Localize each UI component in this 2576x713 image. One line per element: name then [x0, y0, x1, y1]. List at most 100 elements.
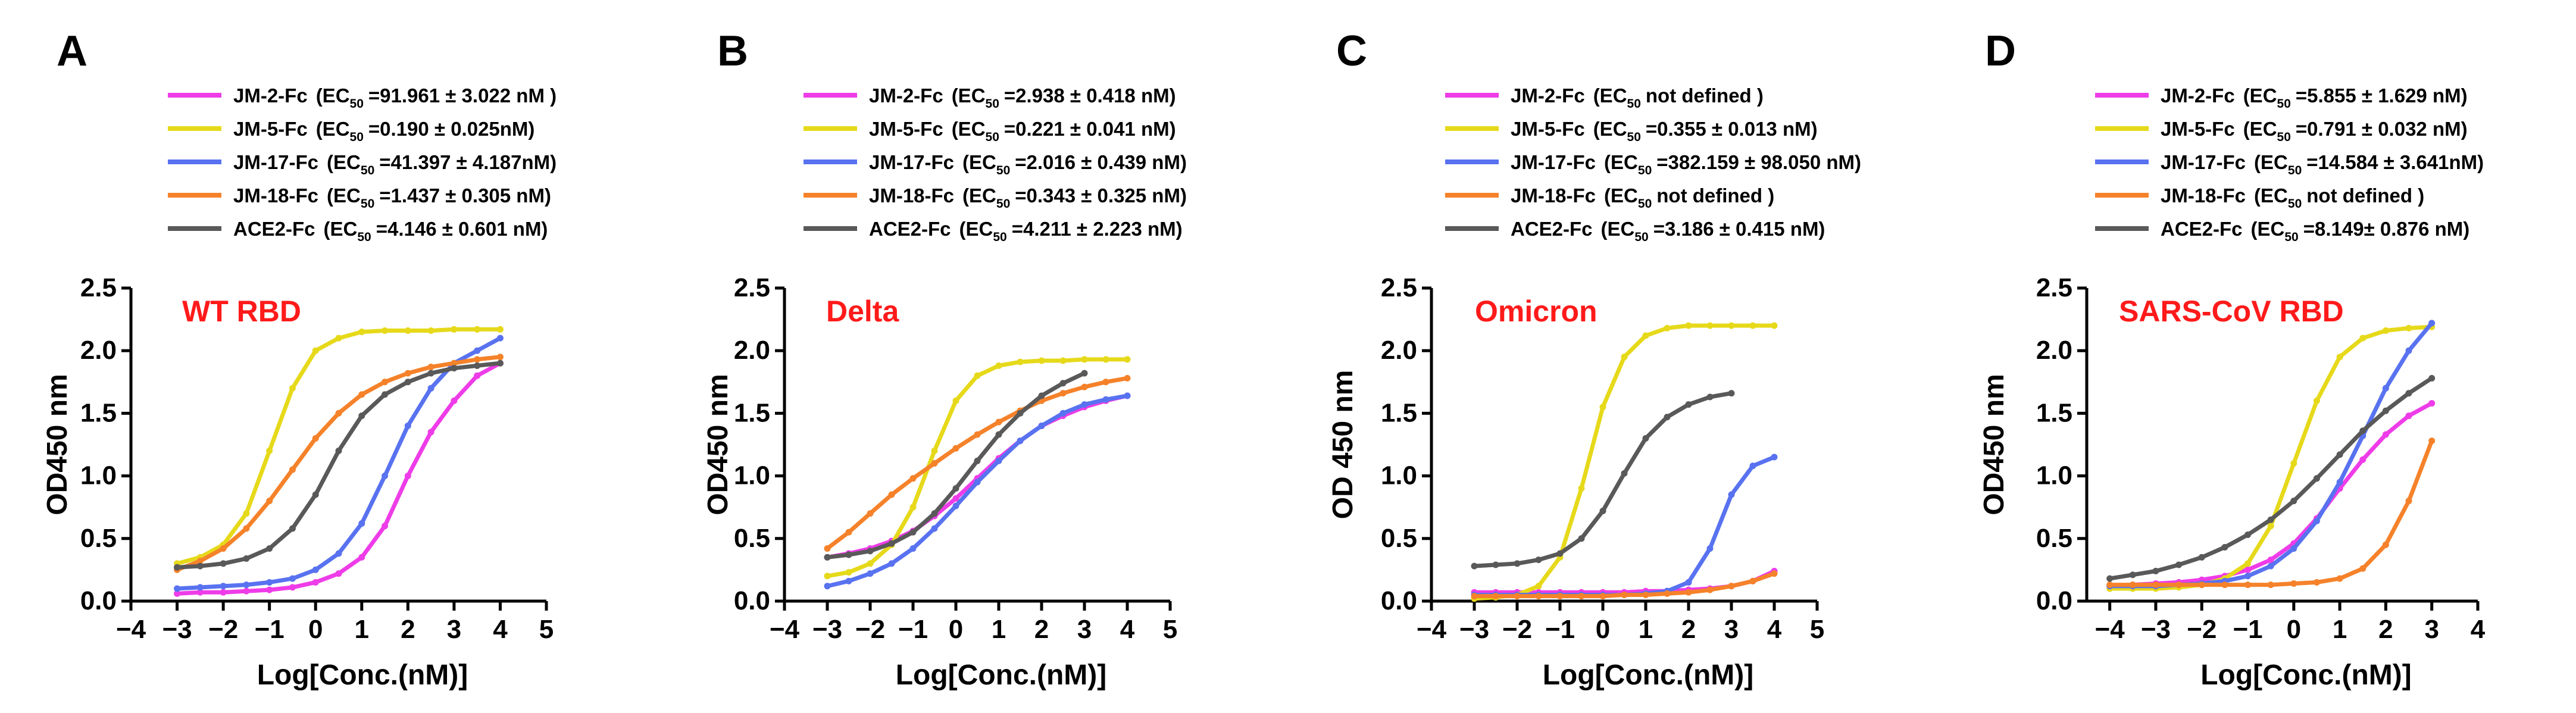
legend-ec-value: not defined ) [2306, 184, 2424, 207]
data-point-ACE2-Fc [2428, 374, 2436, 381]
legend-ec-value: =4.146 ± 0.601 nM) [376, 218, 548, 240]
x-tick-label: −3 [2141, 615, 2171, 644]
data-point-JM-2-Fc [196, 589, 204, 596]
data-point-JM-2-Fc [2244, 566, 2252, 573]
legend-ec-subscript: 50 [986, 97, 999, 111]
legend-label: JM-17-Fc (EC50 =2.016 ± 0.439 nM) [869, 151, 1187, 177]
legend-label: JM-2-Fc (EC50 =2.938 ± 0.418 nM) [869, 85, 1176, 111]
y-axis-label: OD450 nm [702, 374, 734, 515]
data-point-ACE2-Fc [474, 362, 481, 369]
panel-letter: A [57, 27, 87, 75]
data-point-JM-5-Fc [1578, 485, 1585, 492]
data-point-JM-18-Fc [909, 475, 917, 482]
x-tick-label: −4 [116, 615, 146, 644]
legend-series-name: JM-18-Fc [233, 184, 318, 207]
legend-label: JM-5-Fc (EC50 =0.791 ± 0.032 nM) [2161, 118, 2468, 144]
legend-label: JM-17-Fc (EC50 =41.397 ± 4.187nM) [233, 151, 557, 177]
legend-ec-prefix: (EC [2254, 151, 2288, 173]
data-point-JM-17-Fc [220, 583, 227, 590]
legend-ec-subscript: 50 [993, 230, 1006, 244]
y-axis-label: OD450 nm [42, 374, 73, 515]
y-tick-label: 2.5 [80, 273, 117, 302]
legend-ec-prefix: (EC [316, 85, 350, 107]
legend-label: JM-2-Fc (EC50 =5.855 ± 1.629 nM) [2161, 85, 2468, 111]
legend-series-name: ACE2-Fc [233, 218, 315, 240]
data-point-JM-17-Fc [952, 502, 959, 509]
data-point-JM-17-Fc [174, 585, 181, 592]
y-tick-label: 0.5 [2036, 524, 2072, 553]
data-point-JM-17-Fc [1124, 392, 1131, 399]
data-point-JM-5-Fc [1017, 358, 1024, 365]
legend-series-name: JM-5-Fc [233, 118, 308, 140]
data-point-JM-18-Fc [2313, 578, 2320, 586]
data-point-ACE2-Fc [952, 485, 959, 492]
x-tick-label: −1 [2233, 615, 2262, 644]
legend-ec-subscript: 50 [1638, 197, 1652, 211]
legend-ec-value: =0.190 ± 0.025nM) [368, 118, 535, 140]
legend-ec-subscript: 50 [361, 164, 374, 177]
data-point-JM-5-Fc [1685, 322, 1692, 329]
legend-ec-value: =0.343 ± 0.325 nM) [1015, 184, 1187, 207]
x-tick-label: 2 [401, 615, 415, 644]
legend-series-name: JM-18-Fc [869, 184, 954, 207]
legend-ec-prefix: (EC [959, 218, 993, 240]
y-axis-label: OD450 nm [1978, 374, 2010, 515]
data-point-JM-5-Fc [1771, 322, 1778, 329]
data-point-JM-17-Fc [995, 457, 1002, 464]
x-tick-label: −3 [162, 615, 192, 644]
data-point-JM-17-Fc [358, 520, 365, 527]
data-point-JM-17-Fc [2382, 384, 2389, 392]
data-point-JM-5-Fc [382, 327, 389, 334]
data-point-ACE2-Fc [2359, 427, 2366, 434]
legend-series-name: JM-18-Fc [1511, 184, 1596, 207]
data-point-ACE2-Fc [2382, 407, 2389, 414]
legend-ec-subscript: 50 [986, 130, 999, 144]
legend-ec-subscript: 50 [996, 197, 1010, 211]
x-tick-label: −2 [208, 615, 238, 644]
data-point-JM-18-Fc [335, 409, 342, 417]
data-point-JM-17-Fc [312, 566, 319, 573]
series-line-JM-2-Fc [175, 361, 502, 596]
data-point-JM-17-Fc [845, 577, 852, 584]
x-tick-label: −1 [1545, 615, 1575, 644]
x-tick-label: −3 [1459, 615, 1489, 644]
data-point-ACE2-Fc [496, 359, 504, 367]
data-point-JM-5-Fc [1706, 322, 1714, 329]
y-tick-label: 0.5 [1381, 524, 1417, 553]
data-point-ACE2-Fc [196, 562, 204, 570]
data-point-JM-18-Fc [451, 359, 458, 367]
legend-ec-subscript: 50 [1627, 130, 1641, 144]
data-point-JM-18-Fc [2106, 581, 2114, 589]
x-tick-label: −4 [2095, 615, 2125, 644]
data-point-ACE2-Fc [266, 545, 273, 552]
data-point-JM-5-Fc [2336, 354, 2343, 361]
series-line-JM-5-Fc [1472, 323, 1777, 601]
data-point-JM-18-Fc [2428, 437, 2436, 445]
data-point-JM-18-Fc [1059, 390, 1067, 397]
data-point-JM-5-Fc [2313, 397, 2320, 404]
y-tick-label: 0.0 [2036, 586, 2072, 615]
data-point-JM-18-Fc [1599, 593, 1606, 600]
data-point-JM-5-Fc [824, 573, 831, 580]
data-point-JM-2-Fc [335, 570, 342, 577]
x-tick-label: 1 [355, 615, 369, 644]
x-tick-label: −2 [2187, 615, 2217, 644]
data-point-JM-17-Fc [474, 347, 481, 354]
data-point-JM-2-Fc [243, 587, 250, 595]
data-point-JM-5-Fc [1728, 322, 1735, 329]
data-point-JM-18-Fc [266, 498, 273, 505]
legend-ec-prefix: (EC [952, 85, 986, 107]
legend-label: JM-18-Fc (EC50 =1.437 ± 0.305 nM) [233, 184, 551, 211]
data-point-JM-5-Fc [358, 329, 365, 336]
panel-A: AJM-2-Fc (EC50 =91.961 ± 3.022 nM )JM-5-Fc… [42, 27, 557, 691]
data-point-JM-2-Fc [427, 429, 434, 436]
data-point-JM-18-Fc [1081, 383, 1088, 390]
data-point-JM-5-Fc [266, 448, 273, 455]
data-point-JM-18-Fc [1492, 593, 1499, 600]
data-point-JM-5-Fc [427, 327, 434, 334]
legend-ec-prefix: (EC [324, 218, 358, 240]
data-point-JM-5-Fc [2405, 324, 2412, 332]
series-line-ACE2-Fc [175, 361, 502, 570]
data-point-ACE2-Fc [358, 412, 365, 420]
panel-D: DJM-2-Fc (EC50 =5.855 ± 1.629 nM)JM-5-Fc (E… [1978, 27, 2486, 691]
